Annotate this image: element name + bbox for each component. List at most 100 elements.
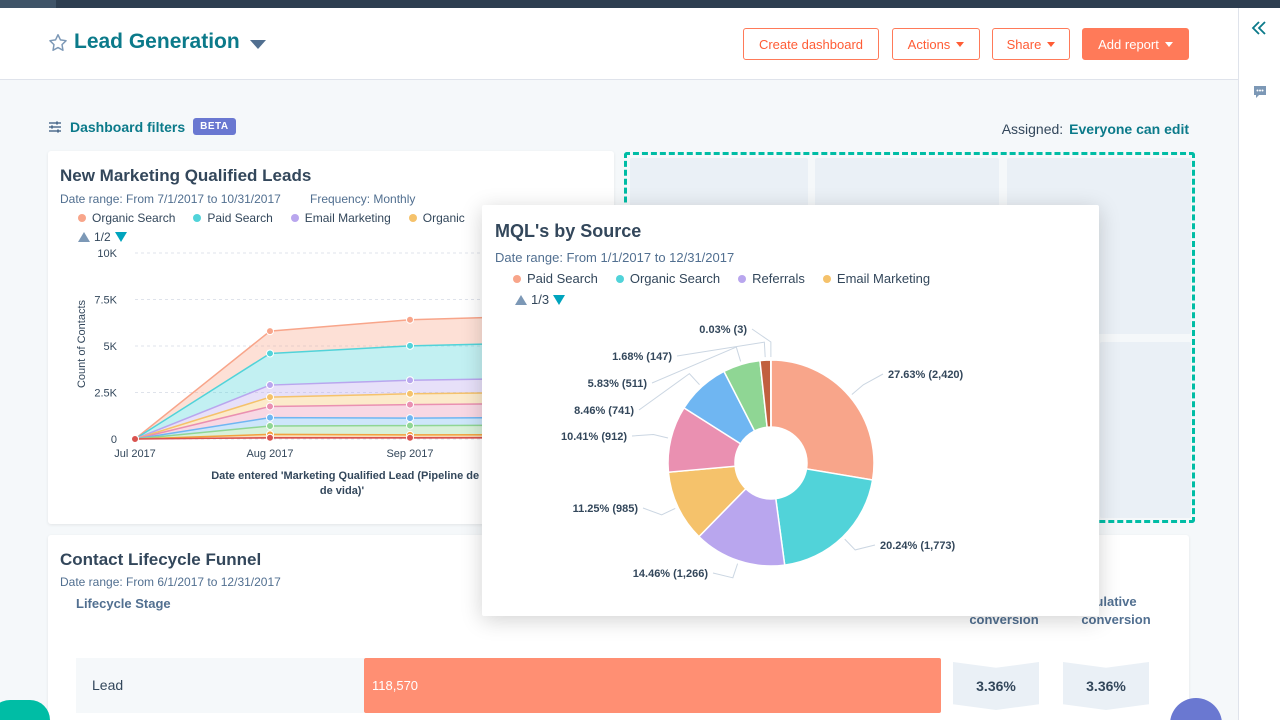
legend-swatch xyxy=(738,274,747,283)
leader-line xyxy=(751,328,772,358)
legend-item[interactable]: Paid Search xyxy=(193,211,273,225)
pie-slice[interactable] xyxy=(774,468,874,566)
cumulative-header-line1: ulative xyxy=(1095,594,1137,609)
collapse-panel-icon[interactable] xyxy=(1251,20,1267,36)
data-point[interactable] xyxy=(266,433,274,442)
dashboard-filters[interactable]: Dashboard filters BETA xyxy=(48,118,236,135)
legend-swatch xyxy=(408,214,417,222)
mql-by-source-date-range: Date range: From 1/1/2017 to 12/31/2017 xyxy=(495,250,735,265)
legend-label: Email Marketing xyxy=(836,271,931,286)
data-point[interactable] xyxy=(266,381,274,390)
legend-label: Email Marketing xyxy=(304,211,391,225)
legend-item[interactable]: Referrals xyxy=(738,271,805,286)
mql-frequency: Frequency: Monthly xyxy=(310,192,416,206)
legend-pager: 1/2 xyxy=(78,230,127,244)
legend-label: Organic Search xyxy=(629,271,721,286)
pager-text: 1/2 xyxy=(94,230,111,244)
page-up-icon[interactable] xyxy=(515,294,527,305)
lifecycle-stage-header: Lifecycle Stage xyxy=(76,596,171,611)
actions-button[interactable]: Actions xyxy=(892,28,980,60)
y-tick-label: 0 xyxy=(111,434,117,446)
x-tick-label: Sep 2017 xyxy=(386,448,433,460)
assigned-label: Assigned: xyxy=(1001,121,1064,137)
placeholder-tile xyxy=(1100,342,1191,518)
y-tick-label: 5K xyxy=(104,341,118,353)
funnel-bar-value: 118,570 xyxy=(372,678,419,693)
legend-item[interactable]: Organic xyxy=(408,211,465,225)
leader-line xyxy=(851,373,884,395)
mql-by-source-title: MQL's by Source xyxy=(495,221,642,241)
y-tick-label: 7.5K xyxy=(94,295,117,307)
slice-label: 20.24% (1,773) xyxy=(880,540,956,552)
right-sidebar xyxy=(1238,8,1280,720)
conversion-value: 3.36% xyxy=(953,662,1039,710)
legend-label: Organic xyxy=(422,211,465,225)
create-dashboard-label: Create dashboard xyxy=(758,36,864,52)
dashboard-title[interactable]: Lead Generation xyxy=(74,30,240,53)
data-point[interactable] xyxy=(266,421,274,430)
top-bar xyxy=(0,0,1280,8)
add-report-button[interactable]: Add report xyxy=(1082,28,1189,60)
data-point[interactable] xyxy=(266,413,274,422)
assigned-info: Assigned: Everyone can edit xyxy=(1002,121,1189,137)
legend-item[interactable]: Email Marketing xyxy=(290,211,391,225)
data-point[interactable] xyxy=(266,349,274,358)
data-point[interactable] xyxy=(266,393,274,402)
data-point[interactable] xyxy=(266,327,274,336)
page-up-icon[interactable] xyxy=(78,232,90,242)
funnel-title: Contact Lifecycle Funnel xyxy=(60,550,262,569)
mql-donut-chart: 27.63% (2,420) 20.24% (1,773) 14.46% (1,26… xyxy=(561,324,964,580)
data-point[interactable] xyxy=(406,400,414,409)
data-point[interactable] xyxy=(406,341,414,350)
legend-label: Referrals xyxy=(752,271,805,286)
data-point[interactable] xyxy=(131,435,139,443)
data-point[interactable] xyxy=(406,389,414,398)
source-legend: Paid Search Organic Search Referrals Ema… xyxy=(513,271,930,286)
top-bar-tab[interactable] xyxy=(0,0,56,8)
mql-legend: Organic Search Paid Search Email Marketi… xyxy=(78,211,465,225)
slice-label: 5.83% (511) xyxy=(588,378,648,390)
chat-launcher-button[interactable] xyxy=(1170,698,1222,720)
legend-item[interactable]: Organic Search xyxy=(615,271,721,286)
add-report-label: Add report xyxy=(1098,36,1159,52)
comment-icon[interactable] xyxy=(1252,84,1268,100)
dashboard-header: Lead Generation Create dashboard Actions… xyxy=(0,8,1238,80)
data-point[interactable] xyxy=(406,376,414,385)
chevron-down-icon[interactable] xyxy=(250,40,266,49)
x-tick-label: Aug 2017 xyxy=(246,448,293,460)
assigned-value-link[interactable]: Everyone can edit xyxy=(1069,121,1189,137)
y-axis-label: Count of Contacts xyxy=(76,299,88,388)
x-tick-label: Jul 2017 xyxy=(114,448,156,460)
legend-item[interactable]: Paid Search xyxy=(513,271,598,286)
slice-label: 0.03% (3) xyxy=(699,324,747,336)
data-point[interactable] xyxy=(406,414,414,423)
cumulative-conversion-value: 3.36% xyxy=(1063,662,1149,710)
y-tick-label: 10K xyxy=(97,248,117,260)
area-series[interactable] xyxy=(135,313,614,439)
create-dashboard-button[interactable]: Create dashboard xyxy=(743,28,879,60)
leader-line xyxy=(638,372,700,411)
legend-item[interactable]: Organic Search xyxy=(78,211,175,225)
help-launcher-button[interactable] xyxy=(0,700,50,720)
cumulative-header-line2: conversion xyxy=(1081,612,1151,627)
pie-slice[interactable] xyxy=(770,359,875,481)
data-point[interactable] xyxy=(406,433,414,442)
data-point[interactable] xyxy=(406,315,414,324)
pie-slice[interactable] xyxy=(697,487,786,567)
share-button[interactable]: Share xyxy=(992,28,1070,60)
data-point[interactable] xyxy=(406,421,414,430)
page-down-icon[interactable] xyxy=(114,232,127,242)
mql-by-source-card[interactable]: MQL's by Source Date range: From 1/1/201… xyxy=(482,205,1099,616)
page-down-icon[interactable] xyxy=(553,294,566,305)
dashboard-filters-label: Dashboard filters xyxy=(70,118,186,135)
mql-report-title: New Marketing Qualified Leads xyxy=(60,166,312,185)
funnel-date-range: Date range: From 6/1/2017 to 12/31/2017 xyxy=(60,575,281,589)
data-point[interactable] xyxy=(266,402,274,411)
legend-item[interactable]: Email Marketing xyxy=(822,271,931,286)
slice-label: 8.46% (741) xyxy=(574,405,634,417)
funnel-bar[interactable]: 118,570 xyxy=(364,658,941,713)
leader-line xyxy=(631,433,669,439)
leader-line xyxy=(642,507,676,516)
caret-down-icon xyxy=(956,41,965,47)
favorite-star-icon[interactable] xyxy=(47,32,69,54)
